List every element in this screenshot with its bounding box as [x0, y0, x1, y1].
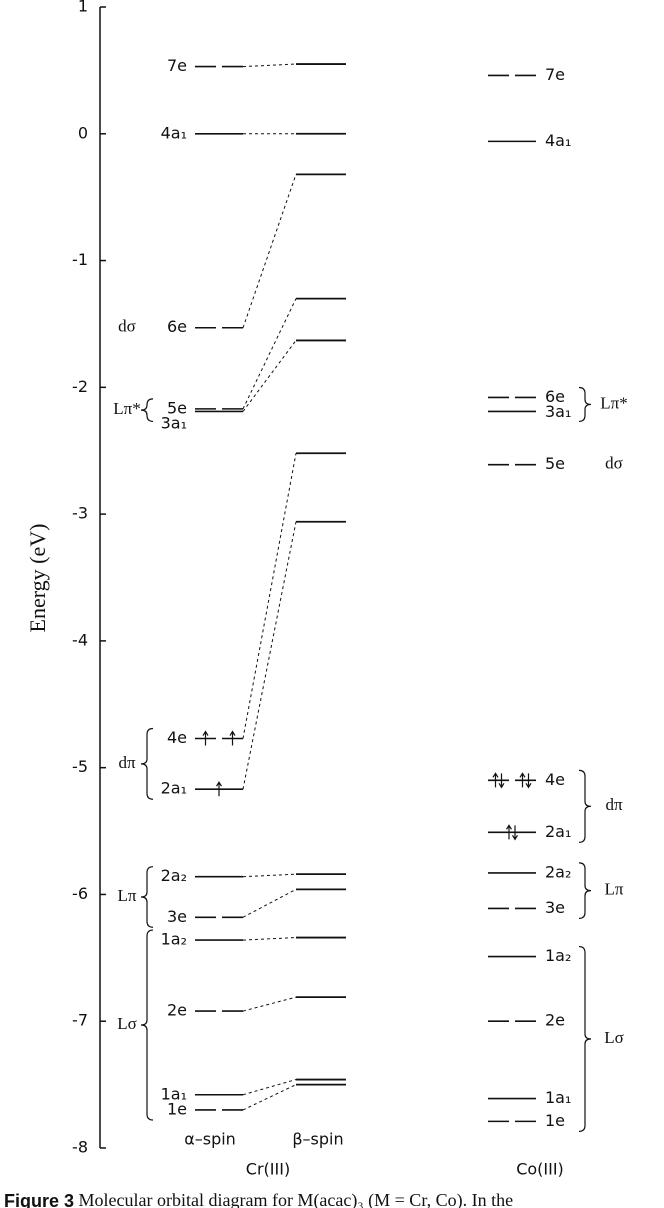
electron — [229, 730, 236, 746]
electron — [519, 772, 526, 788]
group-label: dσ — [605, 454, 623, 473]
orbital-label: 5e — [545, 454, 565, 473]
orbital-label: 3e — [545, 898, 565, 917]
y-tick-label: -7 — [72, 1011, 88, 1030]
orbital-label: 2a₁ — [545, 822, 571, 841]
brace — [140, 866, 154, 928]
orbital-label: 6e — [167, 317, 187, 336]
orbital-label: 1a₁ — [545, 1088, 571, 1107]
caption: Figure 3 Molecular orbital diagram for M… — [4, 1190, 513, 1208]
correlation-line — [242, 873, 297, 878]
y-tick-label: 0 — [78, 123, 88, 142]
correlation-line — [242, 996, 297, 1012]
brace — [578, 386, 592, 423]
electron — [215, 781, 223, 797]
y-tick-label: -8 — [72, 1138, 88, 1157]
electron — [492, 772, 499, 788]
orbital-label: 3a₁ — [545, 402, 571, 421]
electron — [202, 730, 209, 746]
orbital-label: 4e — [545, 770, 565, 789]
correlation-line — [242, 63, 297, 68]
orbital-label: 3e — [167, 907, 187, 926]
correlation-line — [242, 521, 297, 790]
y-tick-label: 1 — [78, 0, 88, 16]
caption-label: Figure 3 — [4, 1191, 74, 1208]
orbital-label: 2e — [167, 1001, 187, 1020]
orbital-label: 4e — [167, 728, 187, 747]
orbital-label: 7e — [545, 65, 565, 84]
y-tick-label: -2 — [72, 377, 88, 396]
brace — [578, 945, 592, 1132]
y-axis-label: Energy (eV) — [25, 524, 50, 633]
electron — [511, 825, 519, 841]
orbital-label: 2a₂ — [161, 866, 187, 885]
brace — [140, 398, 154, 423]
spin-label: α–spin — [184, 1130, 236, 1149]
correlation-line — [242, 888, 297, 918]
correlation-line — [242, 340, 297, 412]
orbital-label: 2e — [545, 1011, 565, 1030]
group-label: dπ — [605, 795, 623, 814]
electron — [505, 824, 513, 840]
y-tick-label: -1 — [72, 250, 88, 269]
brace — [578, 769, 592, 843]
orbital-label: 2a₂ — [545, 862, 571, 881]
brace — [140, 929, 154, 1121]
electron — [525, 773, 532, 789]
group-label: Lσ — [604, 1028, 624, 1047]
orbital-label: 1a₂ — [545, 946, 571, 965]
correlation-line — [242, 453, 297, 739]
correlation-line — [242, 1079, 297, 1096]
orbital-label: 3a₁ — [161, 413, 187, 432]
orbital-label: 7e — [167, 56, 187, 75]
brace — [578, 862, 592, 919]
group-label: dσ — [118, 317, 136, 336]
orbital-label: 1e — [167, 1099, 187, 1118]
complex-label: Cr(III) — [246, 1160, 290, 1179]
orbital-label: 1a₁ — [161, 1084, 187, 1103]
orbital-label: 2a₁ — [161, 779, 187, 798]
orbital-label: 4a₁ — [161, 123, 187, 142]
electron — [498, 773, 505, 789]
y-tick-label: -6 — [72, 884, 88, 903]
orbital-label: 6e — [545, 387, 565, 406]
y-tick-label: -5 — [72, 757, 88, 776]
orbital-label: 1e — [545, 1111, 565, 1130]
orbital-label: 1a₂ — [161, 930, 187, 949]
orbital-label: 5e — [167, 398, 187, 417]
correlation-line — [242, 174, 297, 328]
spin-label: β–spin — [292, 1130, 343, 1149]
y-tick-label: -4 — [72, 630, 88, 649]
correlation-line — [242, 298, 297, 410]
group-label: dπ — [118, 753, 136, 772]
orbital-label: 4a₁ — [545, 131, 571, 150]
caption-text: Molecular orbital diagram for M(acac)₃ (… — [79, 1190, 514, 1208]
brace — [140, 727, 154, 800]
group-label: Lπ* — [113, 399, 140, 418]
y-tick-label: -3 — [72, 504, 88, 523]
group-label: Lπ — [605, 880, 624, 899]
group-label: Lπ — [118, 886, 137, 905]
complex-label: Co(III) — [516, 1160, 564, 1179]
correlation-line — [242, 937, 297, 941]
correlation-line — [242, 1084, 297, 1111]
group-label: Lσ — [117, 1014, 137, 1033]
group-label: Lπ* — [600, 393, 627, 412]
